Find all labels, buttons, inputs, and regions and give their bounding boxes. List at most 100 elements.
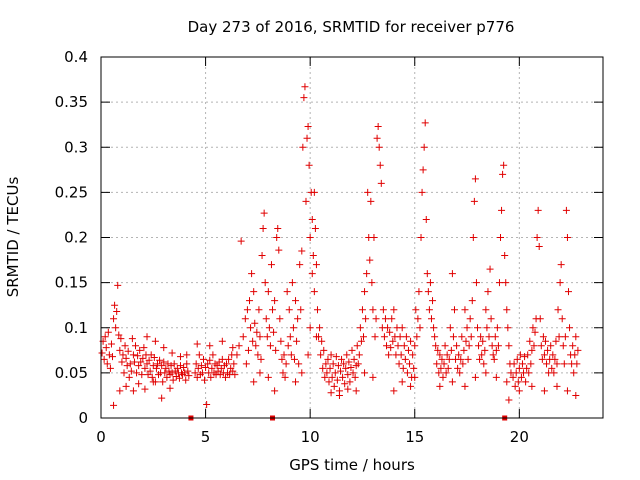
data-point bbox=[553, 360, 561, 368]
data-point bbox=[448, 378, 456, 386]
data-point bbox=[216, 371, 224, 379]
data-point bbox=[299, 143, 307, 151]
data-point bbox=[286, 333, 294, 341]
data-point bbox=[551, 355, 559, 363]
data-point bbox=[364, 188, 372, 196]
data-point bbox=[558, 315, 566, 323]
data-point bbox=[114, 281, 122, 289]
data-point bbox=[253, 328, 261, 336]
data-point bbox=[390, 387, 398, 395]
data-point bbox=[552, 337, 560, 345]
data-point bbox=[312, 261, 320, 269]
data-point bbox=[300, 94, 308, 102]
data-point bbox=[255, 306, 263, 314]
data-point bbox=[176, 353, 184, 361]
data-point bbox=[276, 315, 284, 323]
data-point bbox=[340, 360, 348, 368]
data-point bbox=[331, 369, 339, 377]
data-point bbox=[550, 369, 558, 377]
data-point bbox=[225, 355, 233, 363]
data-point bbox=[358, 306, 366, 314]
data-point bbox=[348, 346, 356, 354]
data-point bbox=[563, 387, 571, 395]
data-point bbox=[125, 373, 133, 381]
data-point bbox=[264, 288, 272, 296]
data-point bbox=[106, 364, 114, 372]
data-point bbox=[477, 333, 485, 341]
data-point bbox=[490, 355, 498, 363]
data-point bbox=[202, 363, 210, 371]
data-point bbox=[182, 376, 190, 384]
data-point bbox=[429, 297, 437, 305]
data-point bbox=[328, 373, 336, 381]
tick-labels: 0 0.05 0.1 0.15 0.2 0.25 0.3 0.35 0.4 0 5 10 15 20 bbox=[55, 48, 529, 446]
data-point bbox=[539, 333, 547, 341]
data-point bbox=[122, 382, 130, 390]
data-point bbox=[469, 234, 477, 241]
data-point bbox=[247, 324, 255, 332]
data-point bbox=[176, 362, 184, 370]
data-point bbox=[137, 358, 145, 366]
data-point bbox=[326, 364, 334, 372]
plot-frame bbox=[100, 56, 604, 419]
data-point bbox=[366, 256, 374, 264]
data-point bbox=[461, 306, 469, 314]
data-point bbox=[390, 306, 398, 314]
data-point bbox=[438, 355, 446, 363]
data-point bbox=[384, 324, 392, 332]
data-point bbox=[459, 360, 467, 368]
data-point bbox=[206, 356, 214, 364]
data-point bbox=[381, 315, 389, 323]
data-point bbox=[440, 360, 448, 368]
data-point bbox=[456, 369, 464, 377]
data-point bbox=[418, 188, 426, 196]
data-point bbox=[455, 351, 463, 359]
data-point bbox=[533, 234, 541, 241]
data-point bbox=[244, 346, 252, 354]
data-point bbox=[199, 355, 207, 363]
data-point bbox=[468, 297, 476, 305]
data-point bbox=[426, 279, 434, 287]
data-point bbox=[135, 380, 143, 388]
data-point bbox=[424, 288, 432, 296]
data-point bbox=[442, 369, 450, 377]
data-point bbox=[509, 373, 517, 381]
data-point bbox=[292, 378, 300, 386]
data-point bbox=[327, 389, 335, 397]
data-point bbox=[409, 351, 417, 359]
data-point bbox=[148, 373, 156, 381]
data-point bbox=[430, 324, 438, 332]
data-point bbox=[454, 364, 462, 372]
data-point bbox=[105, 351, 113, 359]
data-point bbox=[476, 355, 484, 363]
data-point bbox=[489, 351, 497, 359]
data-point bbox=[385, 351, 393, 359]
data-point bbox=[493, 324, 501, 332]
data-point bbox=[368, 279, 376, 287]
data-point bbox=[521, 353, 529, 361]
data-point bbox=[134, 352, 142, 360]
data-point bbox=[351, 373, 359, 381]
data-point bbox=[361, 288, 369, 296]
data-point bbox=[505, 396, 513, 404]
data-point bbox=[413, 333, 421, 341]
data-point bbox=[526, 337, 534, 345]
data-point bbox=[495, 279, 503, 287]
data-point bbox=[479, 337, 487, 345]
data-point bbox=[310, 288, 318, 296]
data-point bbox=[256, 369, 264, 377]
y-tick-label: 0.15 bbox=[55, 274, 88, 292]
data-point bbox=[416, 324, 424, 332]
data-point bbox=[141, 385, 149, 393]
data-point bbox=[139, 354, 147, 362]
data-point bbox=[502, 279, 510, 287]
data-point bbox=[347, 363, 355, 371]
data-point bbox=[126, 360, 134, 368]
data-point bbox=[333, 376, 341, 384]
data-point bbox=[304, 351, 312, 359]
data-point bbox=[494, 342, 502, 350]
data-point bbox=[185, 372, 193, 380]
data-point bbox=[180, 363, 188, 371]
data-point bbox=[112, 324, 120, 332]
data-point bbox=[181, 369, 189, 377]
